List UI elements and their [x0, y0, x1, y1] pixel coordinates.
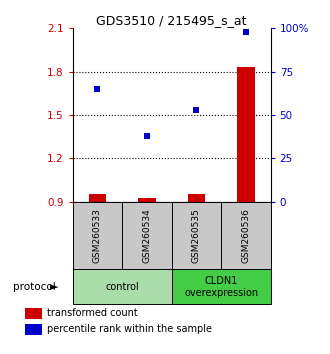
Bar: [73, 202, 122, 269]
Text: percentile rank within the sample: percentile rank within the sample: [47, 324, 212, 334]
Bar: [172, 269, 271, 304]
Bar: [89, 194, 106, 202]
Bar: [221, 202, 271, 269]
Point: [194, 107, 199, 113]
Bar: [73, 269, 172, 304]
Bar: [138, 198, 155, 202]
Text: GSM260535: GSM260535: [192, 208, 201, 263]
Point: [95, 86, 100, 92]
Bar: [25, 308, 43, 319]
Title: GDS3510 / 215495_s_at: GDS3510 / 215495_s_at: [96, 14, 247, 27]
Point: [243, 29, 248, 35]
Text: CLDN1
overexpression: CLDN1 overexpression: [184, 276, 258, 298]
Text: transformed count: transformed count: [47, 308, 138, 318]
Bar: [25, 324, 43, 335]
Bar: [237, 67, 254, 202]
Text: ►: ►: [50, 282, 59, 292]
Text: GSM260533: GSM260533: [93, 208, 102, 263]
Bar: [188, 194, 205, 202]
Text: control: control: [105, 282, 139, 292]
Bar: [122, 202, 172, 269]
Bar: [172, 202, 221, 269]
Text: GSM260534: GSM260534: [142, 208, 151, 263]
Text: GSM260536: GSM260536: [241, 208, 250, 263]
Point: [144, 133, 149, 139]
Text: protocol: protocol: [13, 282, 56, 292]
